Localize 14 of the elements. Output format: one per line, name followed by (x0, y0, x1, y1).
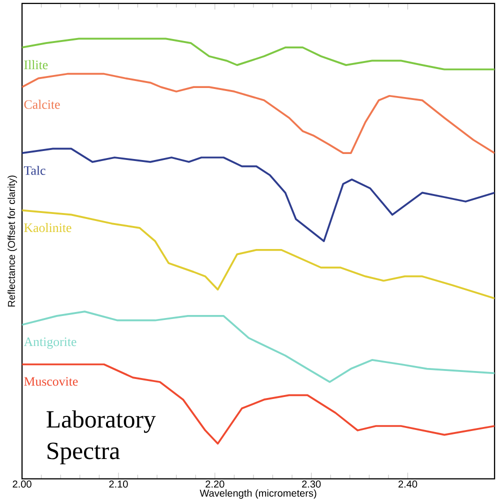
series-label: Muscovite (24, 377, 78, 386)
series-label: Kaolinite (24, 223, 72, 232)
series-label: Antigorite (24, 337, 76, 349)
annotation: Laboratory Spectra (46, 410, 156, 464)
x-tick-label: 2.40 (398, 480, 418, 488)
y-axis-title: Reflectance (Offset for clarity) (8, 176, 17, 306)
series-label: Talc (24, 166, 46, 175)
series-label: Illite (24, 60, 48, 70)
x-tick-label: 2.20 (206, 480, 224, 488)
series-label: Calcite (24, 100, 60, 109)
x-tick-label: 2.00 (12, 480, 32, 488)
x-tick-label: 2.30 (302, 480, 321, 488)
x-axis-title: Wavelength (micrometers) (200, 489, 316, 499)
x-tick-label: 2.10 (109, 480, 128, 488)
